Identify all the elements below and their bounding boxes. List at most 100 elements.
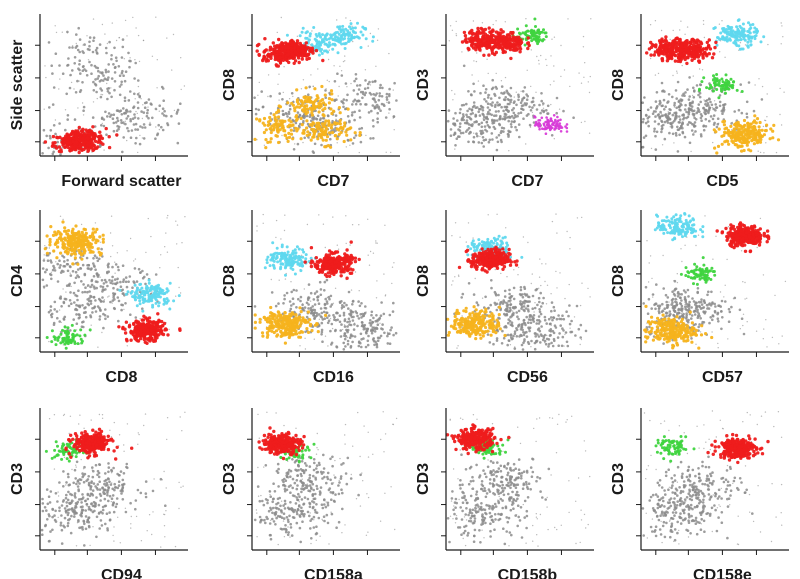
background-event-point: [377, 28, 380, 30]
green-population-point: [64, 346, 68, 350]
magenta-population-point: [534, 116, 537, 119]
gray-population-point: [320, 143, 323, 147]
gray-population-point: [496, 101, 499, 104]
cyan-population-point: [124, 292, 128, 296]
background-event-point: [166, 37, 168, 39]
gray-population-point: [466, 115, 469, 119]
red-population-point: [257, 52, 261, 57]
gray-population-point: [308, 115, 312, 119]
background-event-point: [110, 215, 113, 217]
background-event-point: [180, 88, 182, 91]
orange-population-point: [310, 111, 314, 115]
gray-population-point: [287, 110, 291, 114]
cyan-population-point: [331, 33, 335, 37]
cyan-population-point: [317, 53, 321, 57]
gray-population-point: [458, 125, 462, 129]
orange-population-point: [59, 251, 63, 255]
gray-population-point: [136, 106, 140, 110]
gray-population-point: [706, 102, 710, 105]
background-event-point: [59, 78, 61, 80]
gray-population-point: [49, 259, 52, 262]
gray-population-point: [675, 106, 678, 110]
cyan-population-point: [324, 42, 328, 46]
red-population-point: [662, 52, 666, 56]
red-population-point: [678, 38, 682, 43]
gray-population-point: [129, 118, 132, 121]
magenta-population-point: [547, 123, 551, 126]
gray-population-point: [288, 107, 292, 111]
cyan-population-point: [131, 295, 135, 299]
gray-population-point: [671, 121, 674, 124]
gray-population-point: [340, 100, 343, 103]
red-population-point: [687, 54, 691, 58]
green-population-point: [523, 43, 527, 47]
green-population-point: [536, 29, 540, 33]
gray-population-point: [662, 98, 666, 102]
gray-population-point: [114, 65, 117, 69]
gray-population-point: [64, 297, 68, 301]
cyan-population-point: [364, 37, 368, 41]
orange-population-point: [272, 125, 276, 130]
green-population-point: [70, 323, 74, 327]
gray-population-point: [481, 136, 485, 139]
green-population-point: [700, 80, 704, 84]
gray-population-point: [487, 140, 491, 144]
gray-population-point: [141, 307, 144, 311]
background-event-point: [454, 148, 456, 150]
cyan-population-point: [339, 30, 343, 34]
gray-population-point: [73, 301, 76, 304]
orange-population-point: [346, 107, 350, 111]
gray-population-point: [692, 125, 696, 128]
gray-population-point: [663, 108, 666, 111]
gray-population-point: [146, 108, 149, 112]
gray-population-point: [340, 74, 344, 77]
gray-population-point: [149, 102, 153, 105]
gray-population-point: [105, 133, 108, 136]
background-event-point: [124, 19, 127, 22]
gray-population-point: [179, 102, 182, 105]
green-population-point: [731, 80, 735, 84]
background-event-point: [302, 79, 305, 81]
background-event-point: [123, 58, 126, 60]
magenta-population-point: [548, 124, 552, 128]
background-event-point: [158, 110, 160, 112]
background-event-point: [780, 43, 782, 45]
gray-population-point: [737, 108, 741, 112]
cyan-population-point: [298, 34, 302, 38]
magenta-population-point: [553, 128, 556, 131]
background-event-point: [44, 245, 46, 247]
gray-population-point: [342, 102, 345, 105]
gray-population-point: [327, 114, 330, 118]
gray-population-point: [335, 98, 338, 101]
red-population-point: [708, 47, 713, 51]
gray-population-point: [654, 100, 658, 103]
gray-population-point: [107, 76, 110, 79]
gray-population-point: [73, 56, 77, 59]
red-population-point: [86, 149, 90, 153]
gray-population-point: [469, 130, 472, 134]
gray-population-point: [50, 315, 54, 319]
background-event-point: [155, 16, 157, 18]
gray-population-point: [141, 276, 145, 280]
orange-population-point: [320, 136, 324, 140]
gray-population-point: [359, 90, 363, 94]
red-population-point: [467, 37, 472, 41]
red-population-point: [262, 55, 267, 59]
background-event-point: [525, 143, 527, 145]
gray-population-point: [78, 313, 81, 317]
cyan-population-point: [748, 23, 752, 27]
orange-population-point: [91, 238, 95, 242]
gray-population-point: [384, 116, 388, 119]
orange-population-point: [345, 133, 349, 137]
cyan-population-point: [333, 43, 337, 47]
gray-population-point: [507, 133, 510, 137]
gray-population-point: [459, 122, 462, 125]
cyan-population-point: [725, 28, 728, 31]
red-population-point: [53, 141, 57, 145]
background-event-point: [545, 58, 547, 61]
red-population-point: [508, 47, 513, 52]
cyan-population-point: [356, 21, 359, 25]
orange-population-point: [332, 109, 336, 113]
gray-population-point: [472, 135, 476, 139]
